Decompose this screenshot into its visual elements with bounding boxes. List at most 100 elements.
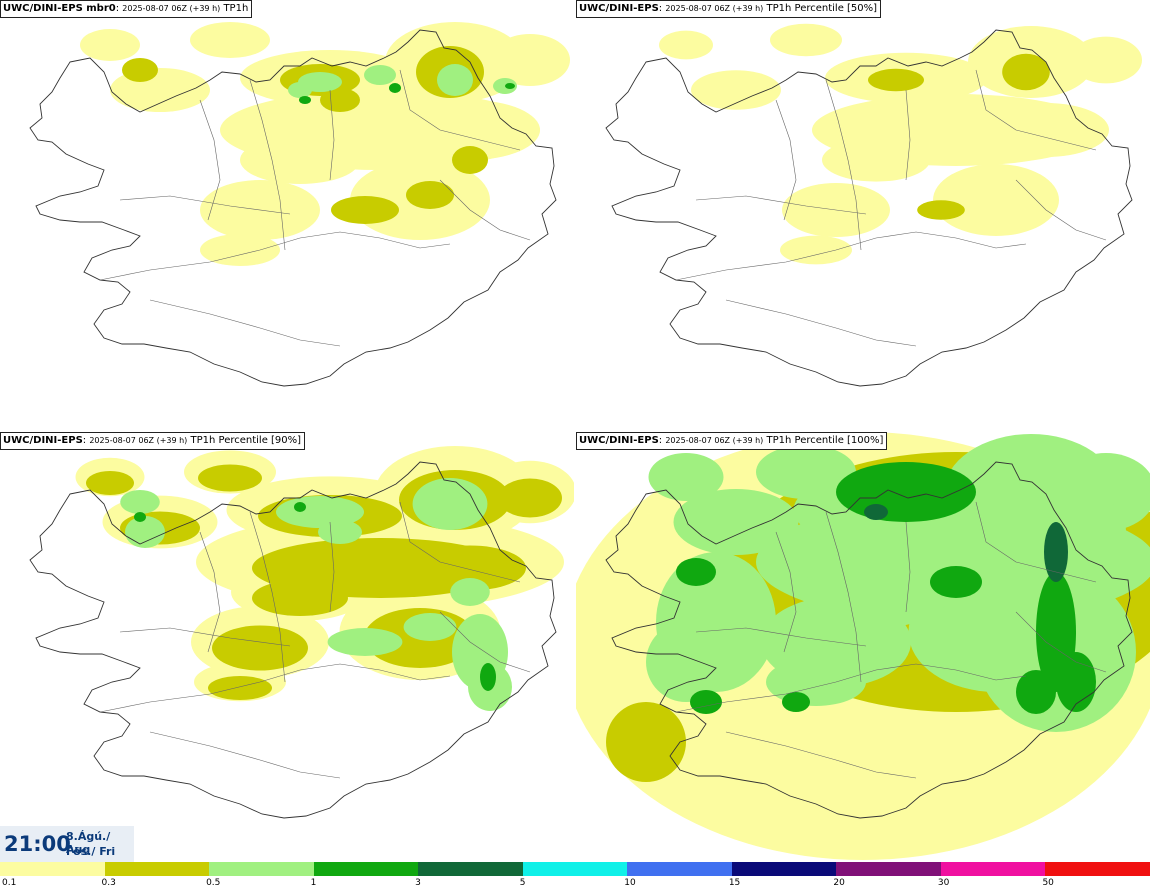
precip-area <box>1056 652 1096 712</box>
road-line <box>775 99 797 221</box>
coastline <box>29 461 557 819</box>
precip-area <box>801 556 951 628</box>
legend-tick-label: 0.1 <box>2 878 17 888</box>
precip-area <box>120 490 160 514</box>
road-line <box>825 511 862 683</box>
precip-area <box>864 504 888 520</box>
road-line <box>975 501 1097 583</box>
legend-tick-label: 0.3 <box>101 878 116 888</box>
precip-area <box>691 70 781 110</box>
map-panel-p50: UWC/DINI-EPS: 2025-08-07 06Z (+39 h) TP1… <box>576 0 1150 428</box>
precip-area <box>240 136 360 184</box>
precip-area <box>659 30 713 60</box>
map-panel-mbr0: UWC/DINI-EPS mbr0: 2025-08-07 06Z (+39 h… <box>0 0 574 428</box>
precip-area <box>676 558 716 586</box>
legend-swatch <box>0 862 105 876</box>
precip-area <box>134 512 146 522</box>
road-line <box>775 531 797 653</box>
road-line <box>199 531 221 653</box>
road-line <box>675 231 1027 281</box>
legend-tick-label: 20 <box>833 878 845 888</box>
precip-area <box>294 502 306 512</box>
valid-weekday: Fös./ Fri <box>66 845 116 858</box>
precip-area <box>122 58 158 82</box>
legend-tick-label: 1 <box>310 878 317 888</box>
legend-swatch <box>104 862 210 876</box>
precip-area <box>1002 53 1050 91</box>
precip-area <box>505 83 515 89</box>
precip-area <box>212 625 308 671</box>
precip-area <box>452 146 488 174</box>
road-line <box>99 231 451 281</box>
road-line <box>249 511 286 683</box>
precip-area <box>498 478 562 518</box>
legend-swatch <box>418 862 523 876</box>
precip-area <box>389 83 401 93</box>
road-line <box>199 99 221 221</box>
legend-swatch <box>836 862 941 876</box>
road-line <box>329 89 335 181</box>
legend-swatch <box>209 862 314 876</box>
road-line <box>725 299 917 347</box>
precip-area <box>252 580 348 616</box>
valid-time-box: 21:00 8.Ágú./ Aug Fös./ Fri <box>0 826 134 862</box>
precip-legend: 0.1 0.3 0.5 1 3 5 10 15 20 30 50 <box>0 862 1150 891</box>
map-panel-p100: UWC/DINI-EPS: 2025-08-07 06Z (+39 h) TP1… <box>576 432 1150 860</box>
road-line <box>119 627 291 647</box>
panel-title: UWC/DINI-EPS: 2025-08-07 06Z (+39 h) TP1… <box>576 0 882 18</box>
precip-area <box>766 658 866 706</box>
precip-area <box>606 702 686 782</box>
legend-tick-label: 10 <box>624 878 636 888</box>
precip-area <box>86 471 134 495</box>
road-line <box>1015 611 1107 673</box>
road-line <box>675 663 1027 713</box>
precip-area <box>646 622 726 702</box>
precip-area <box>770 23 842 57</box>
precip-area <box>318 520 362 544</box>
road-line <box>905 89 911 181</box>
precip-area <box>690 690 722 714</box>
coastline <box>605 29 1133 387</box>
panel-title: UWC/DINI-EPS mbr0: 2025-08-07 06Z (+39 h… <box>0 0 253 18</box>
precip-area <box>331 196 399 224</box>
valid-date: 8.Ágú./ Aug <box>66 830 111 856</box>
coastline <box>29 29 557 387</box>
precip-area <box>1070 36 1142 84</box>
precip-area <box>933 164 1059 236</box>
precip-area <box>200 234 280 266</box>
legend-tick-label: 5 <box>519 878 526 888</box>
precip-area <box>208 676 272 700</box>
road-line <box>99 663 451 713</box>
precip-area <box>406 181 454 209</box>
precip-area <box>648 453 724 501</box>
precip-area <box>80 29 140 61</box>
legend-tick-label: 30 <box>937 878 950 888</box>
precip-map <box>29 22 570 387</box>
precip-map <box>605 23 1142 387</box>
road-line <box>439 179 531 241</box>
precip-area <box>190 22 270 58</box>
precip-area <box>822 138 930 182</box>
legend-swatch <box>627 862 732 876</box>
road-line <box>249 79 286 251</box>
road-line <box>975 69 1097 151</box>
precip-area <box>868 68 924 92</box>
precip-area <box>782 692 810 712</box>
precip-area <box>983 103 1109 157</box>
valid-hour: 21:00 <box>4 832 71 856</box>
precip-area <box>450 578 490 606</box>
legend-swatch <box>313 862 419 876</box>
road-line <box>825 79 862 251</box>
road-line <box>1015 179 1107 241</box>
road-line <box>399 69 521 151</box>
road-line <box>119 195 291 215</box>
panel-title: UWC/DINI-EPS: 2025-08-07 06Z (+39 h) TP1… <box>576 432 888 450</box>
precip-area <box>490 34 570 86</box>
road-line <box>695 195 867 215</box>
legend-swatch <box>940 862 1046 876</box>
precip-area <box>673 489 799 555</box>
precip-area <box>327 628 403 656</box>
legend-tick-label: 50 <box>1042 878 1054 888</box>
precip-area <box>1016 670 1056 714</box>
map-panel-p90: UWC/DINI-EPS: 2025-08-07 06Z (+39 h) TP1… <box>0 432 574 860</box>
